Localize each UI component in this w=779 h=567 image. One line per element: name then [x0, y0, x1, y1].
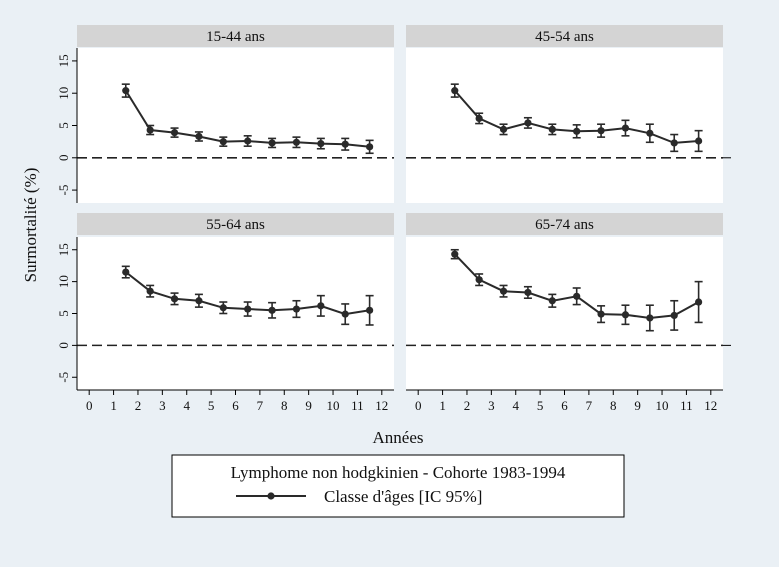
data-point — [122, 87, 129, 94]
data-point — [195, 297, 202, 304]
panel-title: 55-64 ans — [206, 217, 265, 233]
data-point — [195, 133, 202, 140]
data-point — [220, 138, 227, 145]
x-tick-label: 6 — [232, 398, 239, 413]
faceted-line-chart: 15-44 ans-505101545-54 ans55-64 ans-5051… — [0, 0, 779, 567]
y-tick-label: 5 — [56, 122, 71, 129]
data-point — [147, 288, 154, 295]
legend-marker — [267, 492, 274, 499]
data-point — [317, 140, 324, 147]
data-point — [549, 297, 556, 304]
data-point — [220, 304, 227, 311]
data-point — [317, 302, 324, 309]
x-tick-label: 7 — [257, 398, 264, 413]
x-tick-label: 5 — [208, 398, 215, 413]
data-point — [646, 130, 653, 137]
x-tick-label: 8 — [281, 398, 288, 413]
panel: 15-44 ans -5 0 5 10 15 — [56, 25, 394, 203]
x-tick-label: 2 — [135, 398, 142, 413]
data-point — [524, 119, 531, 126]
data-point — [366, 143, 373, 150]
panel: 65-74 ans0123456789101112 — [406, 213, 731, 413]
data-point — [244, 137, 251, 144]
data-point — [268, 139, 275, 146]
chart-panels: 15-44 ans-505101545-54 ans55-64 ans-5051… — [56, 25, 731, 413]
x-tick-label: 3 — [488, 398, 495, 413]
data-point — [476, 115, 483, 122]
x-tick-label: 10 — [656, 398, 669, 413]
x-tick-label: 12 — [375, 398, 388, 413]
data-point — [293, 305, 300, 312]
y-tick-label: 10 — [56, 275, 71, 288]
x-tick-label: 1 — [110, 398, 117, 413]
data-point — [293, 139, 300, 146]
data-point — [122, 268, 129, 275]
legend-entry-label: Classe d'âges [IC 95%] — [324, 487, 482, 506]
data-point — [366, 307, 373, 314]
panel-plot-area — [77, 48, 394, 203]
data-point — [622, 124, 629, 131]
data-point — [342, 311, 349, 318]
y-tick-label: 5 — [56, 310, 71, 317]
y-axis-title: Surmortalité (%) — [21, 168, 40, 283]
data-point — [147, 126, 154, 133]
x-tick-label: 6 — [561, 398, 568, 413]
legend: Lymphome non hodgkinien - Cohorte 1983-1… — [172, 455, 624, 517]
x-axis-title: Années — [373, 428, 424, 447]
data-point — [171, 129, 178, 136]
x-tick-label: 9 — [305, 398, 312, 413]
y-tick-label: 0 — [56, 342, 71, 349]
legend-title: Lymphome non hodgkinien - Cohorte 1983-1… — [231, 463, 566, 482]
x-tick-label: 7 — [586, 398, 593, 413]
y-tick-label: 10 — [56, 87, 71, 100]
panel: 45-54 ans — [406, 25, 731, 203]
y-tick-label: -5 — [56, 372, 71, 383]
data-point — [342, 141, 349, 148]
data-point — [646, 314, 653, 321]
x-tick-label: 3 — [159, 398, 166, 413]
data-point — [695, 137, 702, 144]
data-point — [476, 276, 483, 283]
data-point — [244, 305, 251, 312]
data-point — [524, 289, 531, 296]
x-tick-label: 10 — [327, 398, 340, 413]
data-point — [171, 295, 178, 302]
data-point — [451, 251, 458, 258]
x-tick-label: 9 — [634, 398, 641, 413]
panel-plot-area — [406, 48, 723, 203]
data-point — [268, 307, 275, 314]
x-tick-label: 4 — [183, 398, 190, 413]
data-point — [671, 139, 678, 146]
data-point — [622, 311, 629, 318]
x-tick-label: 5 — [537, 398, 544, 413]
x-tick-label: 12 — [704, 398, 717, 413]
x-tick-label: 1 — [439, 398, 446, 413]
y-tick-label: 15 — [56, 243, 71, 256]
y-tick-label: 0 — [56, 155, 71, 162]
data-point — [573, 293, 580, 300]
data-point — [695, 298, 702, 305]
data-point — [573, 128, 580, 135]
x-tick-label: 11 — [351, 398, 364, 413]
x-tick-label: 8 — [610, 398, 617, 413]
data-point — [549, 126, 556, 133]
data-point — [597, 127, 604, 134]
x-tick-label: 4 — [512, 398, 519, 413]
y-tick-label: -5 — [56, 185, 71, 196]
x-tick-label: 0 — [415, 398, 422, 413]
x-tick-label: 11 — [680, 398, 693, 413]
panel-title: 45-54 ans — [535, 29, 594, 45]
panel: 55-64 ans-50510150123456789101112 — [56, 213, 394, 413]
panel-title: 65-74 ans — [535, 217, 594, 233]
data-point — [671, 312, 678, 319]
data-point — [500, 126, 507, 133]
data-point — [451, 87, 458, 94]
panel-title: 15-44 ans — [206, 29, 265, 45]
data-point — [500, 288, 507, 295]
x-tick-label: 2 — [464, 398, 471, 413]
y-tick-label: 15 — [56, 54, 71, 67]
data-point — [597, 311, 604, 318]
x-tick-label: 0 — [86, 398, 93, 413]
